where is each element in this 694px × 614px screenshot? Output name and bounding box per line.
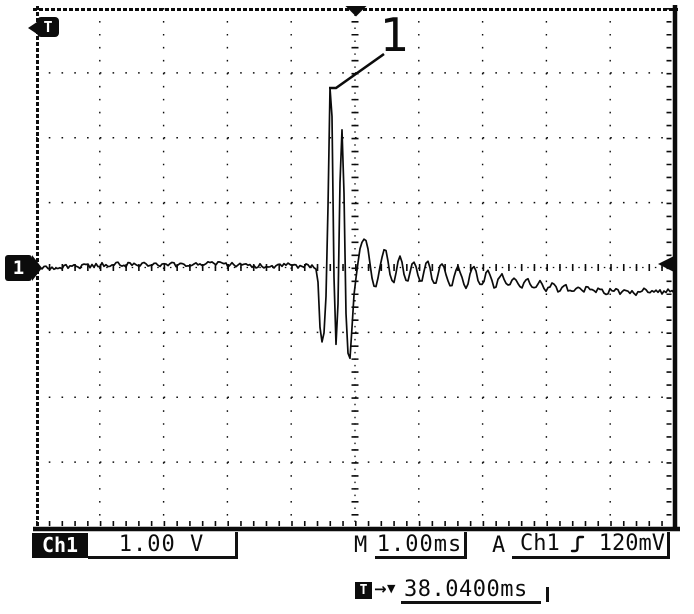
waveform-trace <box>35 87 675 360</box>
timebase-readout: 1.00ms <box>375 532 467 559</box>
channel1-ground-marker: 1 <box>5 255 32 281</box>
rising-edge-icon <box>570 535 584 553</box>
channel-scale-readout: 1.00 V <box>88 532 238 559</box>
trigger-source-label: Ch1 <box>520 531 560 556</box>
delay-readout-end-tick <box>546 587 549 602</box>
channel1-ground-marker-arrow-icon <box>32 255 42 281</box>
channel-badge: Ch1 <box>32 533 88 558</box>
trigger-readout-group: Ch1 120mV <box>512 531 670 559</box>
delay-time-readout: 38.0400ms <box>401 578 541 604</box>
delay-trigger-badge: T <box>355 582 372 599</box>
trigger-flag-badge: T <box>37 17 59 37</box>
right-arrow-icon: → <box>374 580 387 598</box>
down-triangle-icon: ▼ <box>387 582 396 595</box>
channel1-ground-marker-label: 1 <box>12 257 25 279</box>
timebase-prefix-label: M <box>354 533 368 558</box>
trigger-flag-label: T <box>43 18 53 36</box>
trigger-mode-label: A <box>492 533 506 558</box>
trigger-level-readout: 120mV <box>598 531 665 556</box>
waveform-annotation-label: 1 <box>380 8 410 62</box>
trigger-flag-arrow-icon <box>28 22 37 34</box>
trigger-position-marker <box>345 6 367 17</box>
waveform-callout-line <box>329 52 385 90</box>
